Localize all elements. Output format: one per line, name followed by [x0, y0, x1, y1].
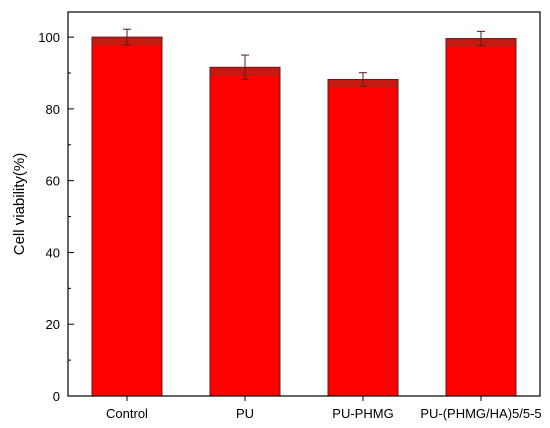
axes-layer — [67, 11, 541, 397]
bar — [445, 38, 517, 397]
bar — [209, 66, 281, 397]
plot-frame — [67, 11, 541, 397]
y-tick-label: 100 — [38, 30, 60, 45]
error-bars-layer — [123, 28, 485, 87]
x-tick-label: PU-PHMG — [332, 406, 393, 421]
y-tick-label: 80 — [46, 102, 60, 117]
y-tick-label: 20 — [46, 317, 60, 332]
ticks-layer: Control PU PU-PHMG PU-(PHMG/HA)5/5-5 0 20 40 60… — [38, 30, 541, 421]
y-axis-title: Cell viability(%) — [11, 153, 28, 256]
y-tick-label: 0 — [53, 389, 60, 404]
x-tick-label: PU — [236, 406, 254, 421]
y-tick-label: 40 — [46, 245, 60, 260]
bars-layer — [91, 36, 517, 397]
bar — [327, 78, 399, 397]
x-tick-label: Control — [106, 406, 148, 421]
bar — [91, 36, 163, 397]
y-tick-label: 60 — [46, 174, 60, 189]
x-tick-label: PU-(PHMG/HA)5/5-5 — [420, 406, 541, 421]
